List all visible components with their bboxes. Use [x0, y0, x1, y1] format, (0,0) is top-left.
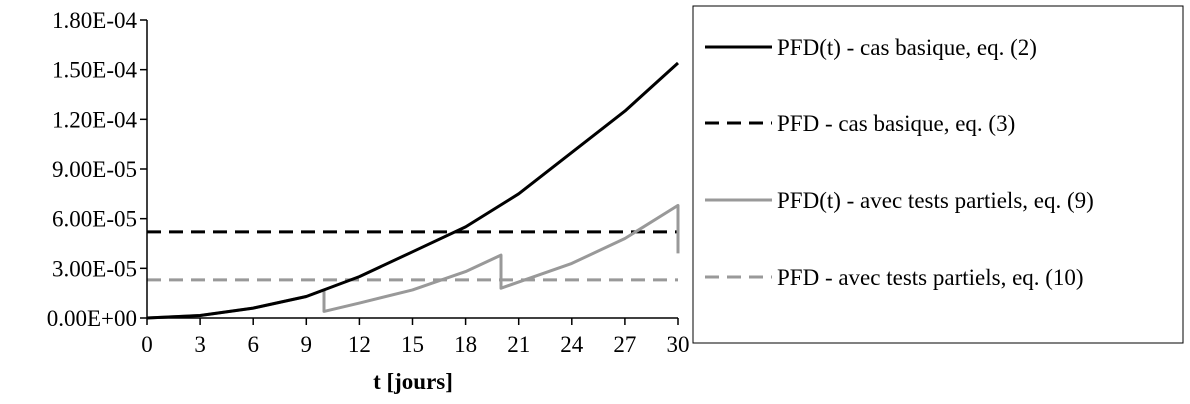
axes	[146, 20, 678, 319]
x-ticks: 0 3 6 9 12 15 18 21 24 27 30	[141, 318, 690, 357]
y-tick-label: 0.00E+00	[47, 306, 137, 331]
y-tick-label: 9.00E-05	[52, 157, 137, 182]
x-axis-title: t [jours]	[373, 369, 453, 394]
y-tick-label: 1.20E-04	[52, 107, 137, 132]
legend-label: PFD - cas basique, eq. (3)	[777, 111, 1015, 136]
y-ticks: 0.00E+00 3.00E-05 6.00E-05 9.00E-05 1.20E-04…	[47, 8, 147, 331]
x-tick-label: 9	[301, 332, 313, 357]
legend-label: PFD(t) - cas basique, eq. (2)	[777, 35, 1037, 60]
x-tick-label: 27	[613, 332, 636, 357]
x-tick-label: 18	[454, 332, 477, 357]
legend-label: PFD(t) - avec tests partiels, eq. (9)	[777, 188, 1094, 213]
x-tick-label: 6	[247, 332, 259, 357]
x-tick-label: 3	[194, 332, 206, 357]
x-tick-label: 24	[560, 332, 584, 357]
legend: PFD(t) - cas basique, eq. (2) PFD - cas b…	[692, 5, 1184, 344]
x-tick-label: 0	[141, 332, 153, 357]
x-tick-label: 12	[348, 332, 371, 357]
y-tick-label: 1.80E-04	[52, 8, 137, 33]
plot-area	[146, 61, 680, 320]
y-tick-label: 6.00E-05	[52, 207, 137, 232]
legend-label: PFD - avec tests partiels, eq. (10)	[777, 265, 1084, 290]
legend-box	[692, 5, 1184, 344]
series-line-3	[146, 203, 680, 320]
x-tick-label: 21	[507, 332, 530, 357]
y-tick-label: 1.50E-04	[52, 58, 137, 83]
x-tick-label: 30	[667, 332, 690, 357]
x-tick-label: 15	[401, 332, 424, 357]
y-tick-label: 3.00E-05	[52, 256, 137, 281]
series-line-1	[146, 61, 680, 320]
